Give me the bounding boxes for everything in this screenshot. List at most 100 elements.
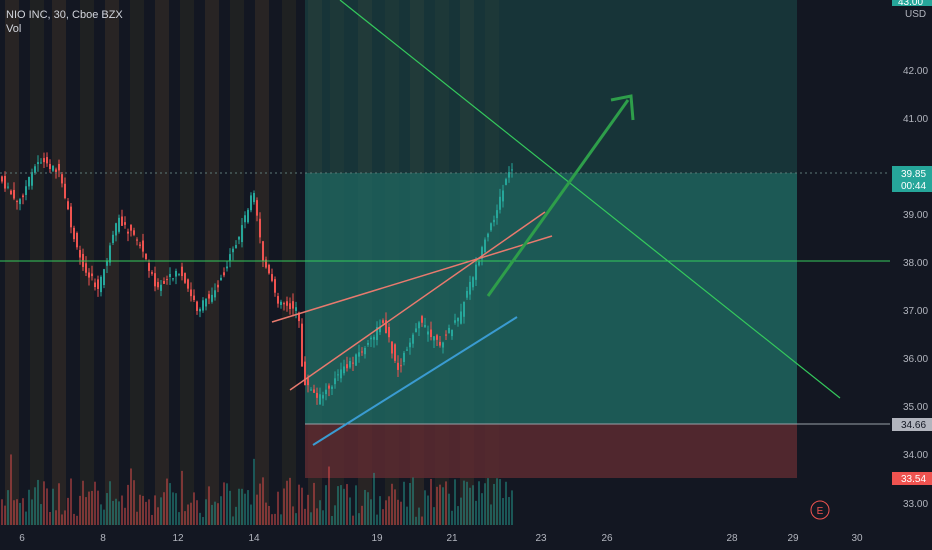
candle-body — [463, 301, 465, 317]
candle-body — [196, 301, 198, 311]
candle-body — [337, 374, 339, 376]
volume-bar — [250, 504, 252, 525]
candle-body — [460, 311, 462, 324]
volume-bar — [121, 495, 123, 525]
candle-body — [457, 317, 459, 322]
volume-bar — [325, 485, 327, 525]
volume-bar — [427, 495, 429, 525]
volume-bar — [337, 486, 339, 525]
earnings-marker[interactable]: E — [810, 500, 830, 520]
volume-bar — [268, 505, 270, 525]
candle-body — [436, 335, 438, 340]
candle-body — [433, 336, 435, 341]
top-price-tag — [892, 0, 932, 6]
candle-body — [424, 324, 426, 328]
volume-bar — [208, 486, 210, 525]
channel-upper-line[interactable] — [271, 235, 553, 323]
volume-bar — [247, 490, 249, 525]
candle-body — [211, 294, 213, 302]
current-price-value: 39.85 — [901, 169, 926, 180]
volume-bar — [508, 497, 510, 525]
candle-body — [400, 365, 402, 367]
volume-bar — [406, 506, 408, 525]
volume-bar — [196, 500, 198, 525]
candle-body — [280, 301, 282, 305]
downtrend-line[interactable] — [339, 0, 841, 399]
volume-bar — [481, 493, 483, 525]
volume-bar — [163, 492, 165, 525]
session-band — [5, 0, 19, 525]
volume-bars — [1, 454, 513, 525]
volume-bar — [310, 512, 312, 525]
candle-body — [187, 279, 189, 289]
candle-body — [385, 320, 387, 334]
volume-indicator-label[interactable]: Vol — [6, 23, 22, 35]
candle-body — [91, 273, 93, 277]
volume-bar — [475, 500, 477, 525]
volume-bar — [16, 499, 18, 525]
time-tick-label: 29 — [787, 533, 799, 544]
candle-body — [508, 172, 510, 178]
time-axis[interactable] — [0, 525, 890, 550]
session-band — [230, 0, 244, 525]
candle-body — [292, 301, 294, 309]
volume-bar — [55, 510, 57, 525]
candle-body — [382, 320, 384, 323]
candle-body — [79, 250, 81, 258]
candle-body — [475, 264, 477, 280]
candle-body — [124, 222, 126, 225]
candle-body — [193, 295, 195, 301]
candle-body — [325, 389, 327, 395]
candle-body — [22, 195, 24, 198]
candle-body — [217, 284, 219, 288]
volume-bar — [466, 481, 468, 525]
candle-body — [493, 219, 495, 223]
channel-lower-line[interactable] — [312, 316, 518, 446]
volume-bar — [169, 483, 171, 525]
candle-body — [286, 301, 288, 306]
candle-body — [409, 342, 411, 348]
candle-body — [394, 344, 396, 361]
price-axis[interactable] — [890, 0, 932, 550]
volume-bar — [103, 509, 105, 525]
channel-mid-line[interactable] — [289, 211, 546, 391]
candle-body — [421, 316, 423, 323]
volume-bar — [157, 507, 159, 525]
volume-bar — [259, 483, 261, 525]
candle-body — [490, 223, 492, 231]
volume-bar — [478, 481, 480, 525]
time-tick-label: 6 — [19, 533, 25, 544]
candle-body — [202, 300, 204, 311]
candle-body — [76, 232, 78, 248]
candle-body — [148, 263, 150, 271]
candle-body — [205, 298, 207, 307]
lower-price-tag: 33.54 — [892, 472, 932, 485]
volume-bar — [94, 481, 96, 525]
candle-body — [1, 176, 3, 182]
session-band — [105, 0, 119, 525]
candle-body — [43, 158, 45, 163]
volume-bar — [61, 514, 63, 525]
candle-body — [379, 326, 381, 333]
candle-body — [289, 303, 291, 309]
candle-body — [391, 341, 393, 354]
time-tick-label: 21 — [446, 533, 458, 544]
volume-bar — [313, 482, 315, 525]
volume-bar — [217, 503, 219, 525]
volume-bar — [67, 497, 69, 525]
candle-body — [295, 307, 297, 311]
candle-body — [220, 277, 222, 281]
volume-bar — [199, 512, 201, 525]
volume-bar — [127, 484, 129, 525]
candle-body — [355, 354, 357, 366]
breakout-arrow[interactable] — [486, 94, 635, 297]
candle-body — [160, 284, 162, 291]
volume-bar — [136, 511, 138, 525]
candle-body — [4, 175, 6, 189]
volume-bar — [52, 488, 54, 525]
symbol-title[interactable]: NIO INC, 30, Cboe BZX — [6, 9, 123, 21]
volume-bar — [22, 498, 24, 525]
candle-body — [250, 195, 252, 211]
price-tick-label: 42.00 — [903, 66, 928, 77]
